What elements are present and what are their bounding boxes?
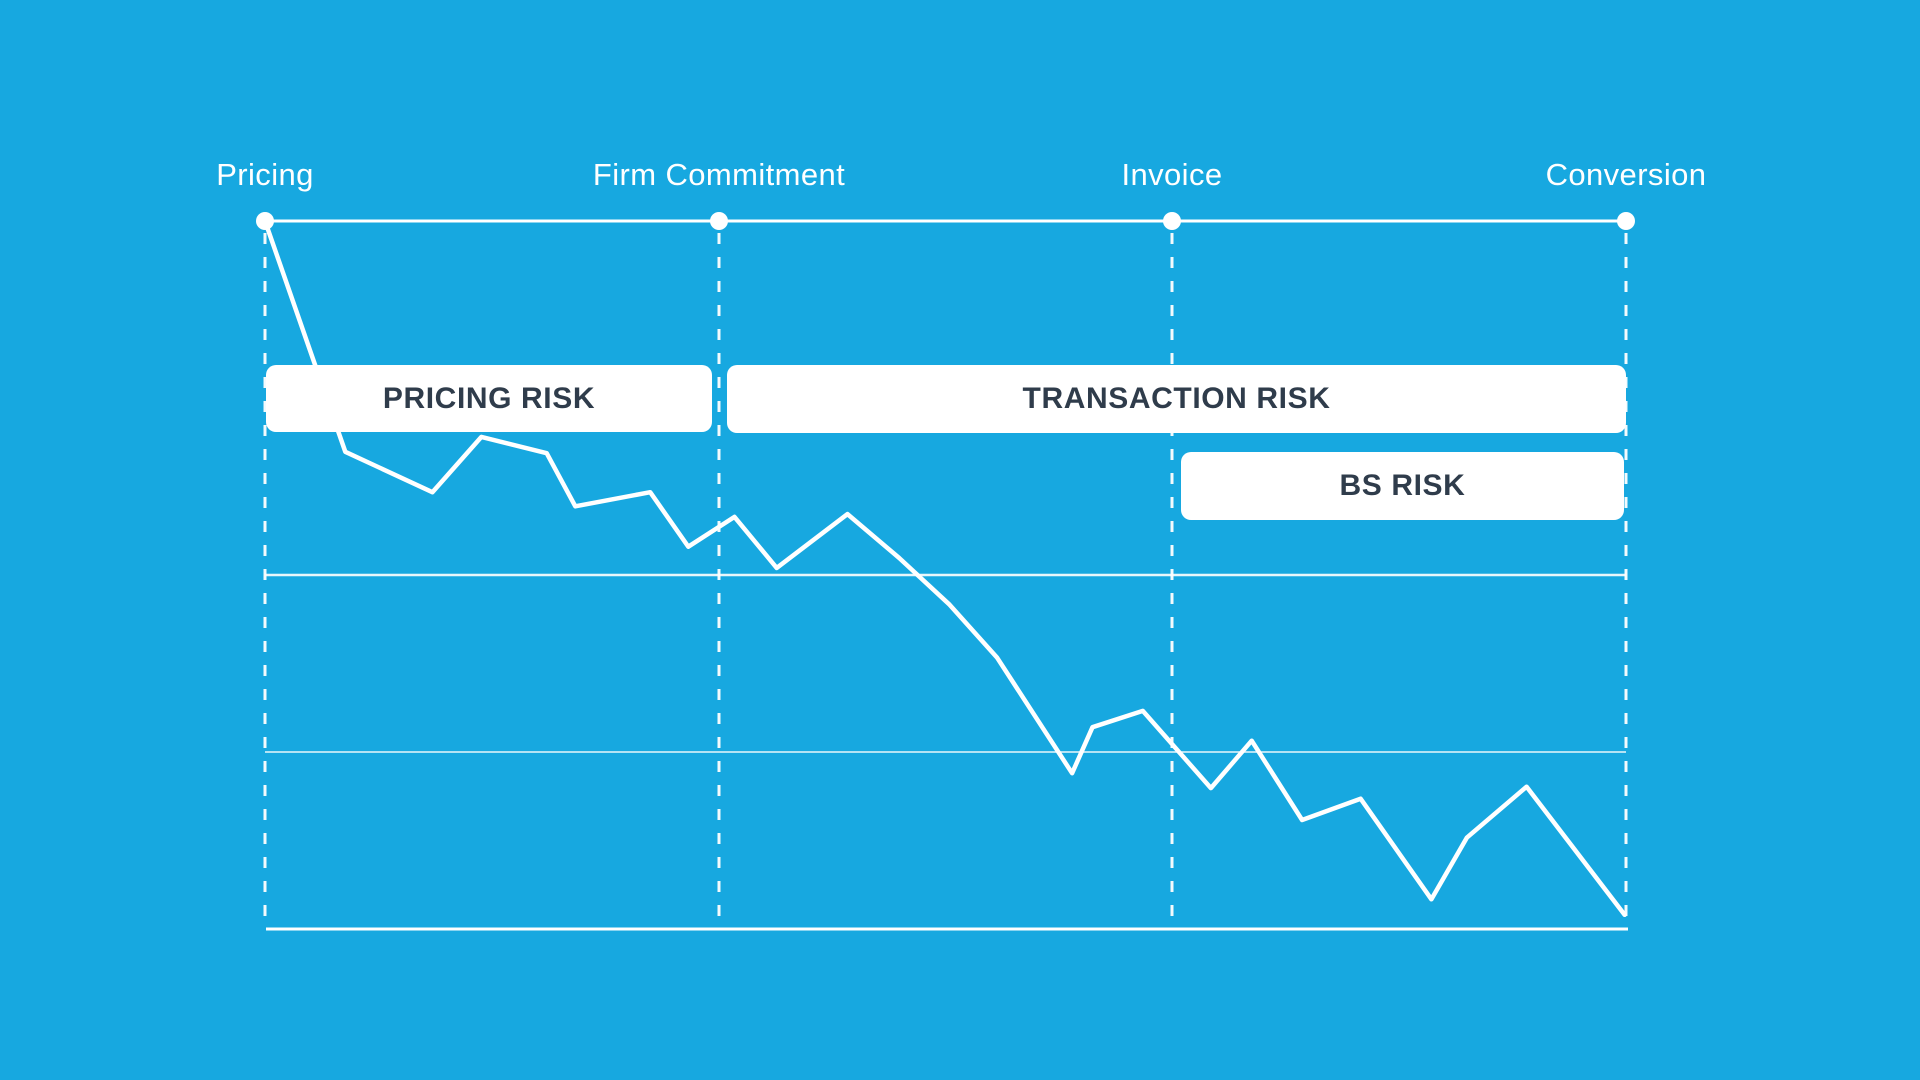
timeline-dot [1617,212,1635,230]
exchange-rate-line [262,218,1627,918]
timeline-dot [1163,212,1181,230]
timeline-dot [256,212,274,230]
timeline-dot [710,212,728,230]
